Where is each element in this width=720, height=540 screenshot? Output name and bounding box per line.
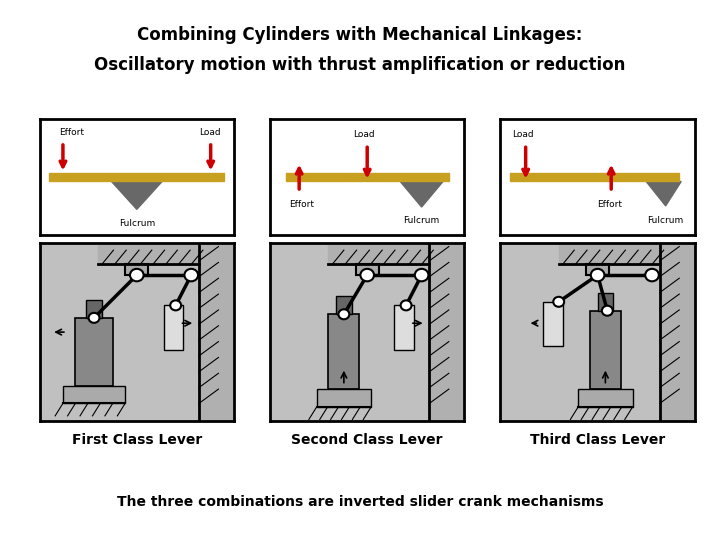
Bar	[199, 243, 234, 421]
Bar	[86, 300, 102, 318]
Text: Fulcrum: Fulcrum	[119, 219, 155, 228]
Circle shape	[184, 269, 198, 281]
Bar	[328, 243, 429, 265]
Circle shape	[361, 269, 374, 281]
Text: Combining Cylinders with Mechanical Linkages:: Combining Cylinders with Mechanical Link…	[138, 26, 582, 44]
Text: Second Class Lever: Second Class Lever	[292, 433, 443, 447]
Polygon shape	[647, 181, 681, 206]
Bar	[75, 318, 114, 386]
Bar	[598, 293, 613, 310]
Circle shape	[602, 306, 613, 316]
Bar	[98, 243, 199, 265]
Bar	[510, 173, 679, 181]
Text: Effort: Effort	[59, 129, 84, 137]
Text: First Class Lever: First Class Lever	[72, 433, 202, 447]
Bar	[164, 306, 184, 350]
Text: Oscillatory motion with thrust amplification or reduction: Oscillatory motion with thrust amplifica…	[94, 56, 626, 74]
Circle shape	[415, 269, 428, 281]
Text: Load: Load	[199, 129, 220, 137]
Circle shape	[130, 269, 143, 281]
Text: Fulcrum: Fulcrum	[647, 217, 684, 225]
Bar	[63, 386, 125, 403]
Bar	[660, 243, 695, 421]
Circle shape	[89, 313, 99, 323]
Bar	[395, 306, 414, 350]
Bar	[578, 389, 633, 407]
Bar	[328, 314, 359, 389]
Bar	[429, 243, 464, 421]
Bar	[125, 265, 148, 275]
Circle shape	[400, 300, 412, 310]
Circle shape	[170, 300, 181, 310]
Text: Load: Load	[512, 130, 534, 139]
Text: Third Class Lever: Third Class Lever	[530, 433, 665, 447]
Circle shape	[645, 269, 659, 281]
Bar	[286, 173, 449, 181]
Bar	[49, 173, 225, 181]
Polygon shape	[112, 181, 162, 210]
Bar	[590, 310, 621, 389]
Circle shape	[338, 309, 349, 319]
Text: Fulcrum: Fulcrum	[403, 217, 440, 225]
Text: Effort: Effort	[289, 200, 315, 209]
Bar	[586, 265, 609, 275]
Bar	[317, 389, 371, 407]
Text: Effort: Effort	[598, 200, 623, 209]
Bar	[559, 243, 660, 265]
Text: Load: Load	[354, 130, 375, 139]
Bar	[336, 296, 351, 314]
Text: The three combinations are inverted slider crank mechanisms: The three combinations are inverted slid…	[117, 495, 603, 509]
Circle shape	[553, 297, 564, 307]
Bar	[356, 265, 379, 275]
Circle shape	[591, 269, 604, 281]
Bar	[543, 302, 562, 346]
Polygon shape	[400, 181, 443, 207]
